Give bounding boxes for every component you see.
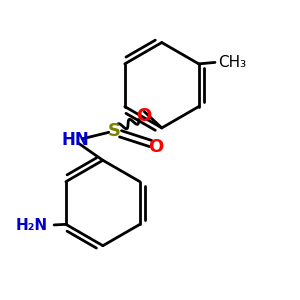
Text: H₂N: H₂N (16, 218, 48, 233)
Text: O: O (136, 107, 152, 125)
Text: O: O (148, 138, 164, 156)
Text: HN: HN (61, 131, 89, 149)
Text: S: S (108, 122, 121, 140)
Text: CH₃: CH₃ (218, 55, 246, 70)
